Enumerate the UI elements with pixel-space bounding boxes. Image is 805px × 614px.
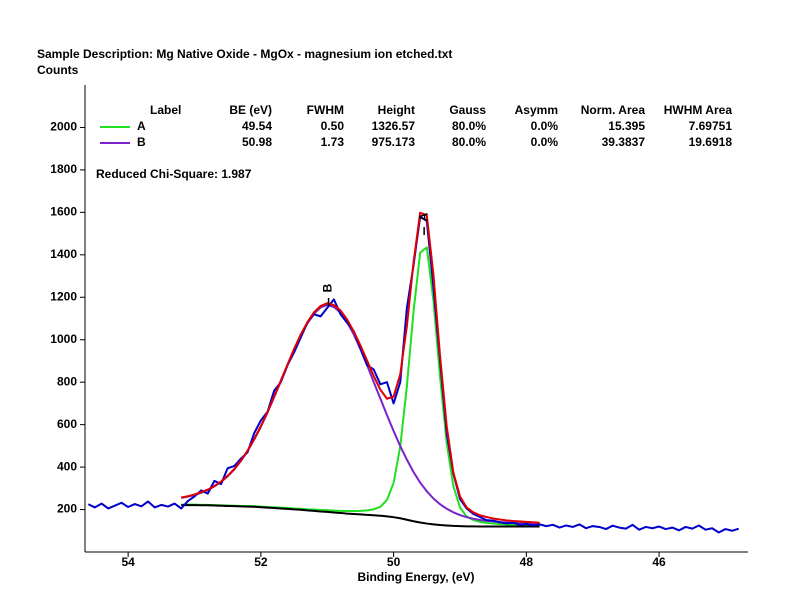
series-line [181, 211, 540, 524]
table-cell: 50.98 [242, 135, 272, 149]
table-cell: 1.73 [321, 135, 345, 149]
table-header: Norm. Area [581, 103, 646, 117]
chart-title: Sample Description: Mg Native Oxide - Mg… [37, 47, 452, 61]
table-cell: 19.6918 [689, 135, 733, 149]
y-tick-label: 1800 [50, 162, 77, 176]
series-line [181, 504, 540, 528]
x-tick-label: 46 [652, 555, 666, 569]
table-cell: 975.173 [372, 135, 416, 149]
table-cell: 7.69751 [689, 119, 733, 133]
table-header: BE (eV) [229, 103, 272, 117]
y-tick-label: 200 [57, 502, 77, 516]
table-header: FWHM [307, 103, 344, 117]
y-axis-label: Counts [37, 63, 79, 77]
x-tick-label: 54 [121, 555, 135, 569]
table-cell: 49.54 [242, 119, 272, 133]
table-cell: 39.3837 [602, 135, 646, 149]
table-header: HWHM Area [664, 103, 733, 117]
y-tick-label: 400 [57, 459, 77, 473]
x-axis-label: Binding Energy, (eV) [357, 570, 474, 584]
y-tick-label: 1400 [50, 247, 77, 261]
table-cell: 1326.57 [372, 119, 416, 133]
y-tick-label: 1000 [50, 332, 77, 346]
table-header: Height [378, 103, 415, 117]
table-header: Gauss [449, 103, 486, 117]
table-header: Asymm [515, 103, 558, 117]
x-tick-label: 50 [387, 555, 401, 569]
table-cell: 80.0% [452, 119, 486, 133]
peak-label: A [416, 212, 430, 221]
legend-label: A [137, 119, 146, 133]
annotation: Reduced Chi-Square: 1.987 [96, 167, 252, 181]
table-header: Label [150, 103, 181, 117]
table-cell: 80.0% [452, 135, 486, 149]
table-cell: 0.0% [531, 135, 559, 149]
legend-label: B [137, 135, 146, 149]
y-tick-label: 2000 [50, 120, 77, 134]
y-tick-label: 800 [57, 374, 77, 388]
x-tick-label: 48 [520, 555, 534, 569]
table-cell: 15.395 [608, 119, 645, 133]
y-tick-label: 600 [57, 417, 77, 431]
x-tick-label: 52 [254, 555, 268, 569]
y-tick-label: 1600 [50, 205, 77, 219]
y-tick-label: 1200 [50, 289, 77, 303]
peak-label: B [321, 283, 335, 292]
table-cell: 0.50 [321, 119, 345, 133]
table-cell: 0.0% [531, 119, 559, 133]
